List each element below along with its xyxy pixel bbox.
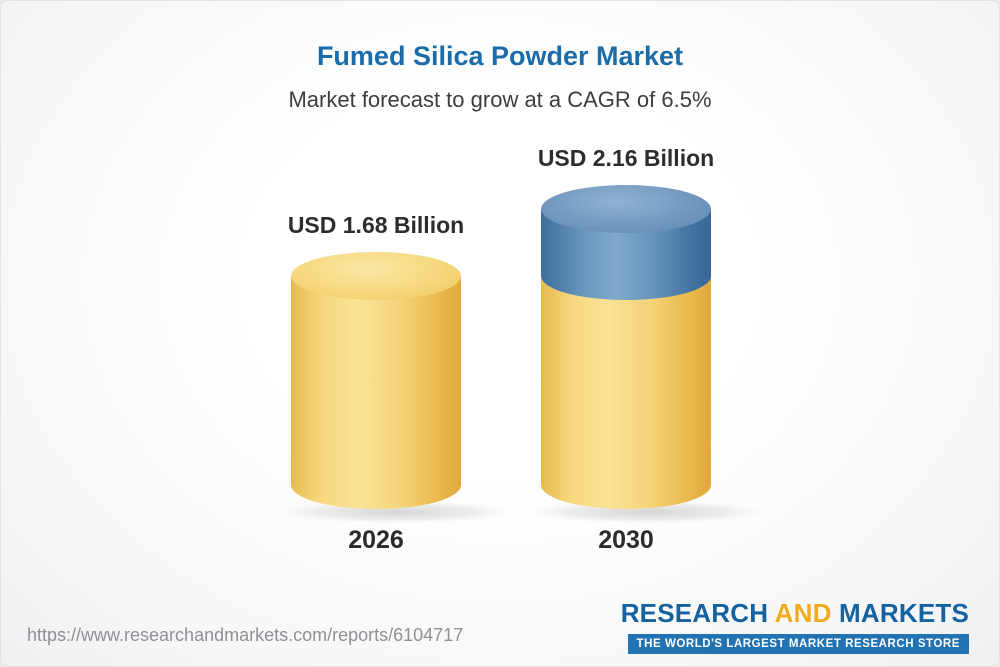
logo-wordmark: RESEARCH AND MARKETS xyxy=(621,598,969,629)
logo-word-research: RESEARCH xyxy=(620,598,769,628)
logo-word-and: AND xyxy=(774,598,832,628)
bar-group-2026: USD 1.68 Billion 2026 xyxy=(281,211,511,555)
value-label-2030: USD 2.16 Billion xyxy=(537,145,715,171)
cylinder-2030-growth xyxy=(541,185,711,300)
year-label-2026: 2026 xyxy=(348,526,404,554)
year-label-2030: 2030 xyxy=(598,526,654,554)
source-url: https://www.researchandmarkets.com/repor… xyxy=(27,625,464,645)
logo-tagline: THE WORLD'S LARGEST MARKET RESEARCH STOR… xyxy=(627,634,969,654)
cylinder-2030-top-ellipse xyxy=(541,185,711,234)
logo-word-markets: MARKETS xyxy=(839,598,969,628)
cylinder-2026-body xyxy=(291,251,461,509)
research-and-markets-logo: RESEARCH AND MARKETS THE WORLD'S LARGEST… xyxy=(621,598,969,654)
cylinder-2026-top-ellipse xyxy=(291,251,461,300)
value-label-2026: USD 1.68 Billion xyxy=(287,211,465,238)
cylinder-2030 xyxy=(541,185,711,509)
cylinder-2026 xyxy=(291,251,461,509)
page-title: Fumed Silica Powder Market xyxy=(316,41,684,71)
cylinder-2030-base xyxy=(541,275,711,509)
bar-group-2030: USD 2.16 Billion 2030 xyxy=(531,145,761,555)
page-subtitle: Market forecast to grow at a CAGR of 6.5… xyxy=(288,87,712,112)
